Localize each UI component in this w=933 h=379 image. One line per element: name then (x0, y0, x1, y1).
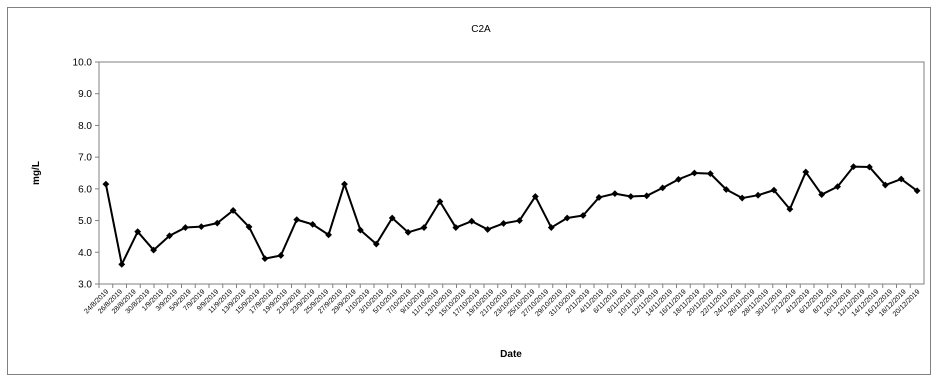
data-point (182, 224, 189, 231)
data-point (325, 231, 332, 239)
y-tick-label: 10.0 (73, 58, 93, 69)
y-tick-label: 3.0 (78, 280, 92, 291)
y-tick-label: 5.0 (78, 216, 92, 227)
data-point (484, 226, 492, 233)
data-point (738, 194, 746, 202)
data-point (102, 180, 110, 188)
data-point (516, 217, 523, 224)
data-point (881, 181, 889, 189)
data-point (468, 217, 476, 225)
data-point (866, 163, 873, 171)
data-point (309, 220, 317, 228)
data-point (691, 169, 698, 177)
data-point (675, 175, 682, 183)
y-axis: 3.0 4.0 5.0 6.0 7.0 8.0 9.0 10.0 (73, 58, 99, 291)
data-point (531, 193, 539, 200)
data-point (293, 216, 301, 224)
chart-frame: C2A 3.0 4.0 5.0 6.0 7.0 8.0 9.0 10.0 24/8/2019 2… (7, 7, 931, 375)
data-point (547, 224, 555, 231)
data-point (261, 255, 269, 263)
plot-area (98, 61, 925, 285)
data-point (356, 226, 364, 234)
x-axis-label: Date (500, 349, 522, 360)
data-point (229, 207, 237, 214)
data-point (452, 224, 460, 231)
data-point (388, 214, 396, 222)
data-point (118, 260, 126, 268)
data-point (834, 183, 841, 191)
y-tick-label: 6.0 (78, 184, 92, 195)
data-point (579, 212, 587, 219)
data-point (627, 193, 635, 200)
chart-title: C2A (471, 24, 491, 35)
data-point (197, 223, 205, 230)
data-point (786, 205, 794, 213)
x-axis: 24/8/201926/8/201928/8/201930/8/20191/9/… (83, 284, 922, 318)
data-point (245, 223, 253, 231)
series-group (102, 163, 921, 268)
data-point (372, 240, 380, 248)
data-point (213, 219, 221, 227)
series-line (104, 165, 918, 266)
data-point (134, 228, 142, 236)
data-point (722, 186, 730, 193)
data-point (818, 191, 826, 198)
y-tick-label: 9.0 (78, 89, 92, 100)
data-point (341, 180, 348, 188)
data-point (563, 214, 571, 222)
data-point (611, 190, 619, 198)
y-tick-label: 8.0 (78, 121, 92, 132)
data-point (277, 252, 285, 259)
y-tick-label: 7.0 (78, 153, 92, 164)
data-point (420, 224, 428, 231)
data-point (500, 220, 507, 227)
data-point (913, 187, 921, 195)
data-point (897, 175, 905, 183)
data-point (706, 170, 714, 178)
data-point (436, 198, 444, 205)
line-chart: C2A 3.0 4.0 5.0 6.0 7.0 8.0 9.0 10.0 24/8/20192… (31, 24, 925, 360)
data-point (404, 228, 412, 236)
data-point (754, 191, 762, 199)
data-point (643, 192, 651, 200)
data-point (850, 163, 857, 171)
y-tick-label: 4.0 (78, 248, 92, 259)
data-point (802, 168, 810, 176)
data-point (659, 184, 667, 192)
data-point (595, 194, 603, 201)
data-point (166, 232, 173, 240)
y-axis-label: mg/L (31, 161, 42, 185)
data-point (150, 246, 157, 254)
data-point (770, 186, 778, 194)
